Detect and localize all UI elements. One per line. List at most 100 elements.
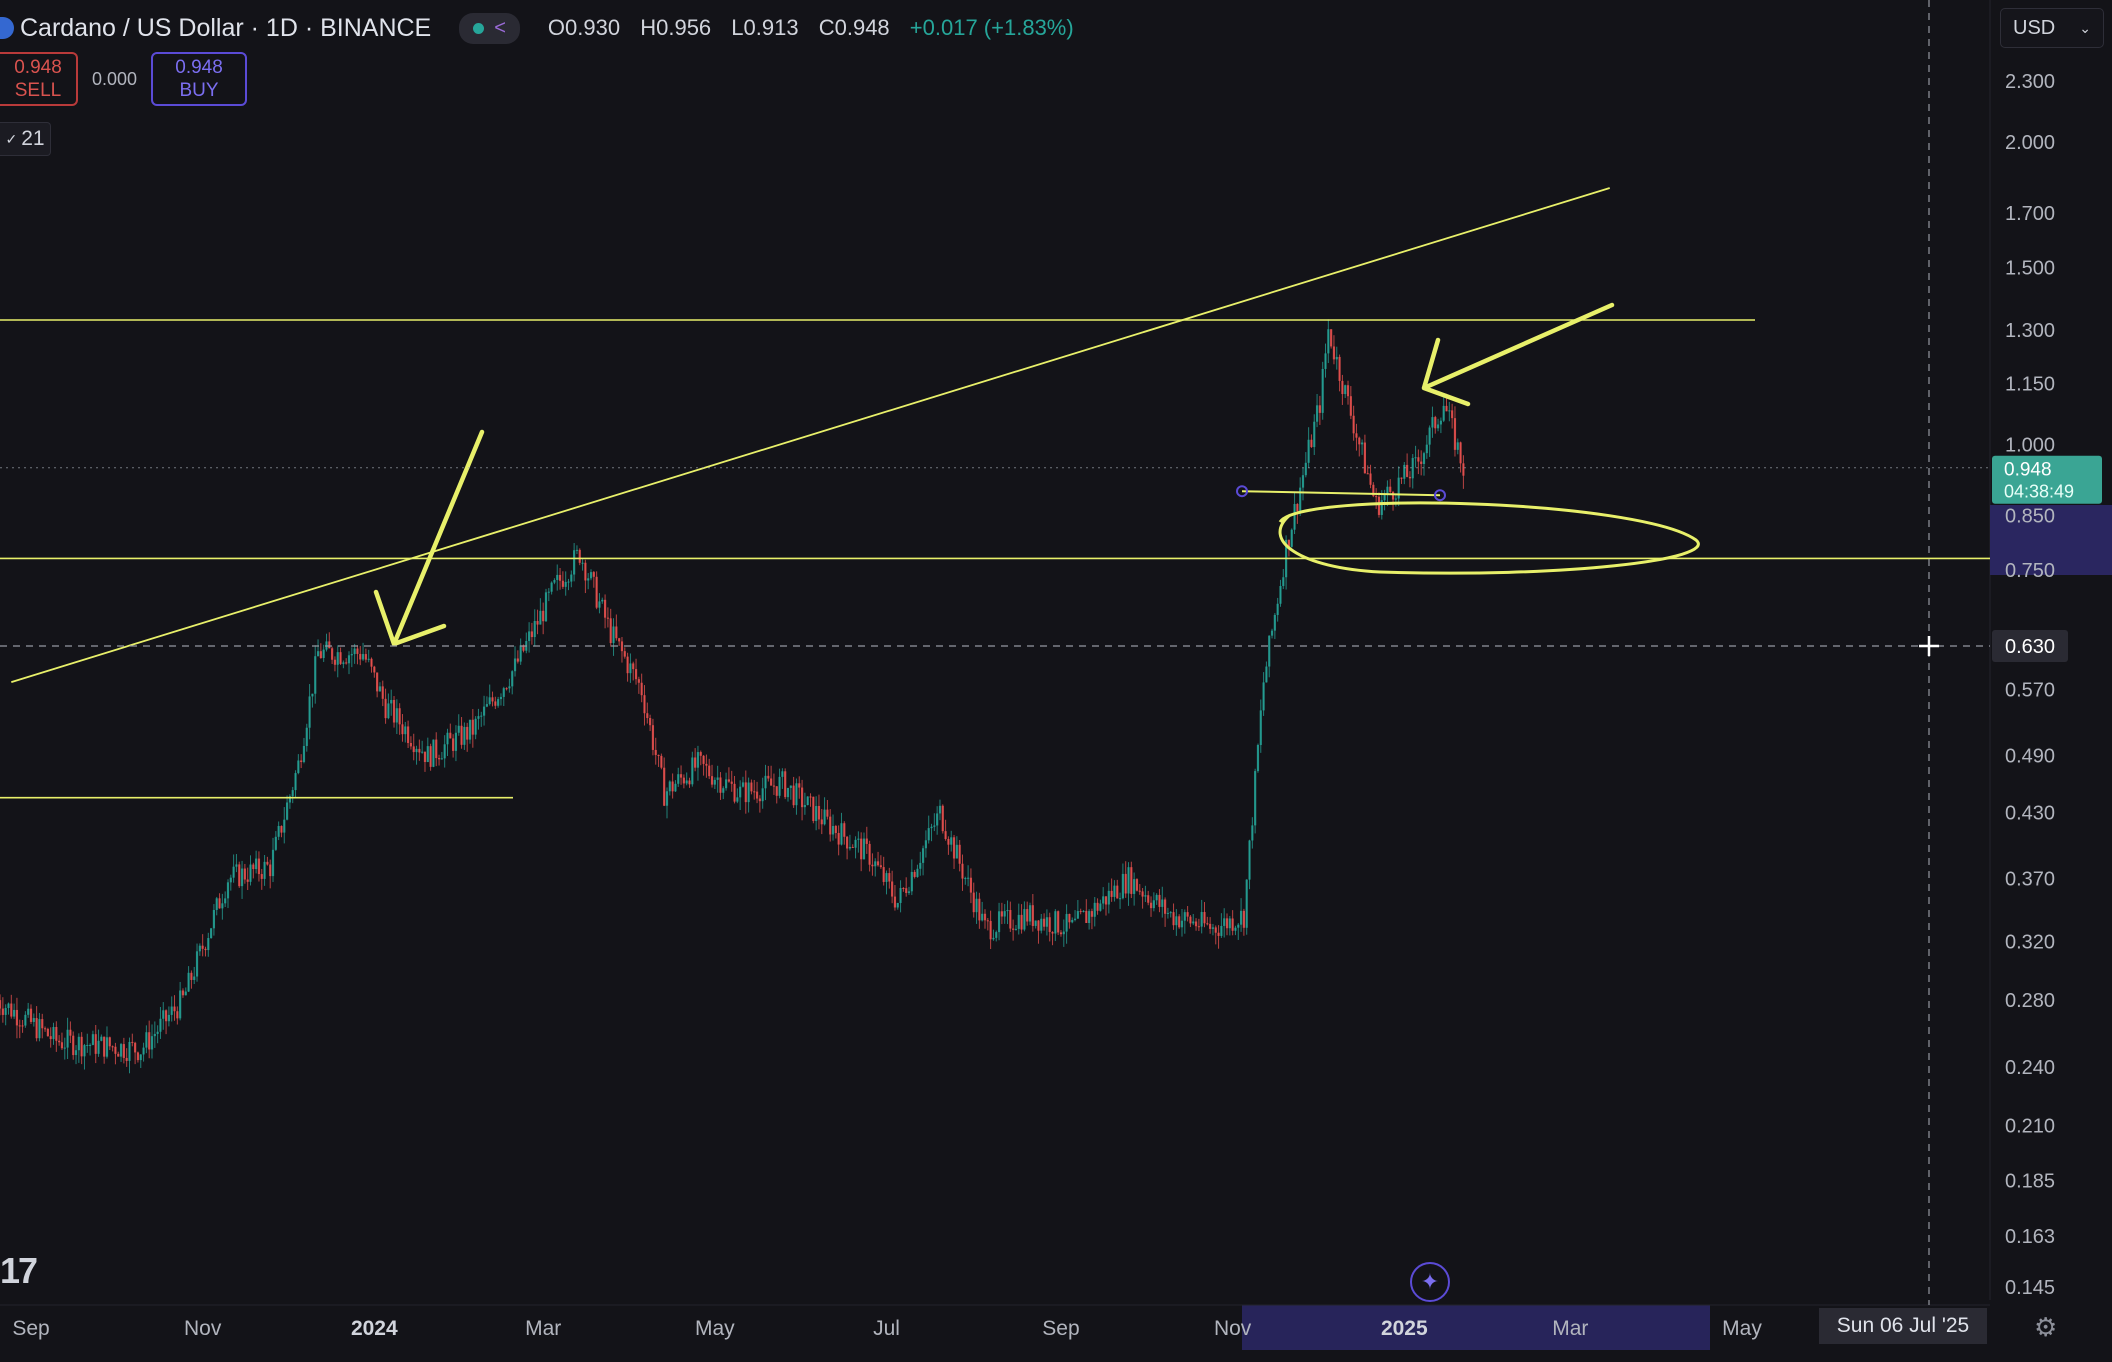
candle-body <box>772 785 776 787</box>
share-icon[interactable]: < <box>494 16 506 39</box>
candle-body <box>1352 415 1355 434</box>
candle-body <box>595 576 598 608</box>
candle-body <box>134 1042 137 1053</box>
candle-body <box>294 773 297 791</box>
candle-body <box>91 1034 95 1045</box>
candle-body <box>1403 464 1406 479</box>
candle-body <box>353 648 356 655</box>
candle-body <box>623 651 626 657</box>
candle-body <box>1234 927 1237 931</box>
candle-body <box>288 796 292 803</box>
candle-body <box>297 760 300 774</box>
indicators-toggle[interactable]: ✓ 21 <box>0 122 51 156</box>
candle-body <box>758 798 761 802</box>
candle-body <box>1290 529 1293 547</box>
candle-body <box>333 659 337 665</box>
candle-body <box>688 780 691 785</box>
candle-body <box>7 1003 10 1009</box>
buy-button[interactable]: 0.948 BUY <box>151 52 248 106</box>
candle-body <box>100 1036 103 1041</box>
candle-body <box>646 713 649 719</box>
candle-body <box>1242 910 1245 928</box>
candle-body <box>941 805 944 832</box>
candle-body <box>696 752 700 768</box>
currency-select[interactable]: USD ⌄ <box>2000 8 2104 48</box>
candle-body <box>603 599 607 618</box>
candle-body <box>1408 476 1412 479</box>
candle-body <box>1152 900 1155 909</box>
candle-body <box>32 1018 35 1022</box>
candle-body <box>1023 909 1026 930</box>
candle-body <box>1335 356 1338 360</box>
gear-icon[interactable]: ⚙ <box>2034 1312 2058 1342</box>
candle-body <box>404 726 407 735</box>
candle-body <box>1197 926 1200 928</box>
candle-body <box>164 1010 168 1022</box>
candle-body <box>4 1008 7 1015</box>
candle-body <box>1082 910 1085 913</box>
candle-body <box>1130 867 1133 894</box>
candle-body <box>789 785 792 788</box>
candle-body <box>952 837 956 859</box>
candle-body <box>986 920 989 922</box>
candle-body <box>485 704 488 707</box>
candle-body <box>747 782 750 803</box>
candle-body <box>1045 917 1049 927</box>
candle-body <box>468 719 472 740</box>
tradingview-logo[interactable]: 17 <box>0 1250 38 1291</box>
candle-body <box>1003 911 1006 917</box>
candle-body <box>150 1036 154 1050</box>
zone-level-line <box>1241 490 1441 497</box>
candle-body <box>817 806 821 820</box>
candle-body <box>722 788 725 793</box>
symbol-title[interactable]: Cardano / US Dollar · 1D · BINANCE <box>20 13 432 42</box>
candle-body <box>18 1025 21 1027</box>
candle-body <box>851 846 854 848</box>
candle-body <box>739 786 742 798</box>
candle-body <box>1158 894 1161 907</box>
candle-body <box>291 790 294 797</box>
candle-body <box>1315 405 1319 422</box>
candle-body <box>806 796 809 806</box>
candle-body <box>868 843 871 865</box>
candle-body <box>606 617 609 619</box>
candle-body <box>255 858 258 870</box>
candle-body <box>1299 487 1302 512</box>
buy-price: 0.948 <box>175 57 223 78</box>
candle-body <box>432 739 435 767</box>
candle-body <box>1434 417 1437 429</box>
candle-body <box>35 1018 38 1039</box>
candle-body <box>668 781 671 792</box>
chevron-down-icon: ⌄ <box>2079 19 2091 36</box>
candle-body <box>618 638 621 642</box>
candle-body <box>80 1036 83 1057</box>
candle-body <box>356 648 359 654</box>
candle-body <box>1442 405 1445 421</box>
candle-body <box>283 819 286 833</box>
time-tick-label: 2024 <box>351 1317 398 1340</box>
candle-body <box>508 686 511 689</box>
time-tick-label: 2025 <box>1381 1317 1428 1340</box>
status-pill[interactable]: < <box>459 12 520 44</box>
goto-date-button[interactable]: ✦ <box>1410 1262 1450 1302</box>
time-tick-label: May <box>695 1317 735 1340</box>
symbol-logo-icon[interactable] <box>0 17 14 39</box>
price-axis-bg[interactable] <box>1990 0 2112 1362</box>
candle-body <box>260 874 263 879</box>
candle-body <box>910 871 913 892</box>
countdown-label: 04:38:49 <box>2004 482 2074 502</box>
candle-body <box>916 868 919 877</box>
candle-body <box>494 701 497 706</box>
drawings-layer[interactable] <box>0 187 1990 799</box>
candle-body <box>181 990 185 996</box>
candle-body <box>573 550 576 575</box>
candle-body <box>972 892 975 913</box>
candle-body <box>269 864 272 877</box>
chart-header: Cardano / US Dollar · 1D · BINANCE < O0.… <box>0 8 1074 48</box>
candle-body <box>865 838 868 844</box>
sell-button[interactable]: 0.948 SELL <box>0 52 78 106</box>
candle-body <box>153 1033 156 1037</box>
candle-body <box>1377 496 1381 515</box>
candle-body <box>944 831 947 840</box>
